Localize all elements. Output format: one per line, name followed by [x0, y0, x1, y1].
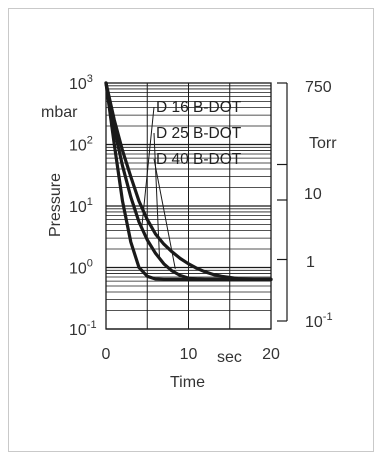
y-tick-label: 101 — [69, 196, 93, 216]
series-lines — [104, 81, 273, 281]
plot-border — [105, 82, 272, 330]
grid — [106, 83, 271, 330]
x-tick-label: 20 — [262, 346, 280, 363]
y-tick-label: 103 — [69, 73, 93, 93]
torr-tick-label: 10 — [304, 186, 322, 203]
series-line — [104, 81, 273, 281]
torr-tick-label: 1 — [306, 254, 315, 271]
y-tick-label: 10-1 — [69, 319, 97, 339]
x-tick-label: 0 — [102, 346, 111, 363]
torr-unit-label: Torr — [309, 135, 337, 152]
series-label: D 16 B-DOT — [156, 99, 242, 116]
x-axis-label: Time — [170, 374, 205, 391]
y-tick-label: 102 — [69, 135, 93, 155]
series-leader-line — [153, 158, 176, 269]
series-label: D 40 B-DOT — [156, 151, 242, 168]
axes — [105, 82, 288, 330]
y-tick-label: 100 — [69, 258, 93, 278]
x-tick-label: 10 — [180, 346, 198, 363]
series-label: D 25 B-DOT — [156, 125, 242, 142]
torr-tick-label: 750 — [305, 79, 332, 96]
chart-frame — [8, 8, 374, 452]
y-unit-label: mbar — [41, 104, 78, 121]
series-leader-line — [140, 106, 155, 231]
x-unit-label: sec — [217, 349, 242, 366]
torr-tick-label: 10-1 — [305, 311, 333, 331]
y-axis-label: Pressure — [47, 173, 64, 237]
series-leader-line — [153, 132, 161, 261]
